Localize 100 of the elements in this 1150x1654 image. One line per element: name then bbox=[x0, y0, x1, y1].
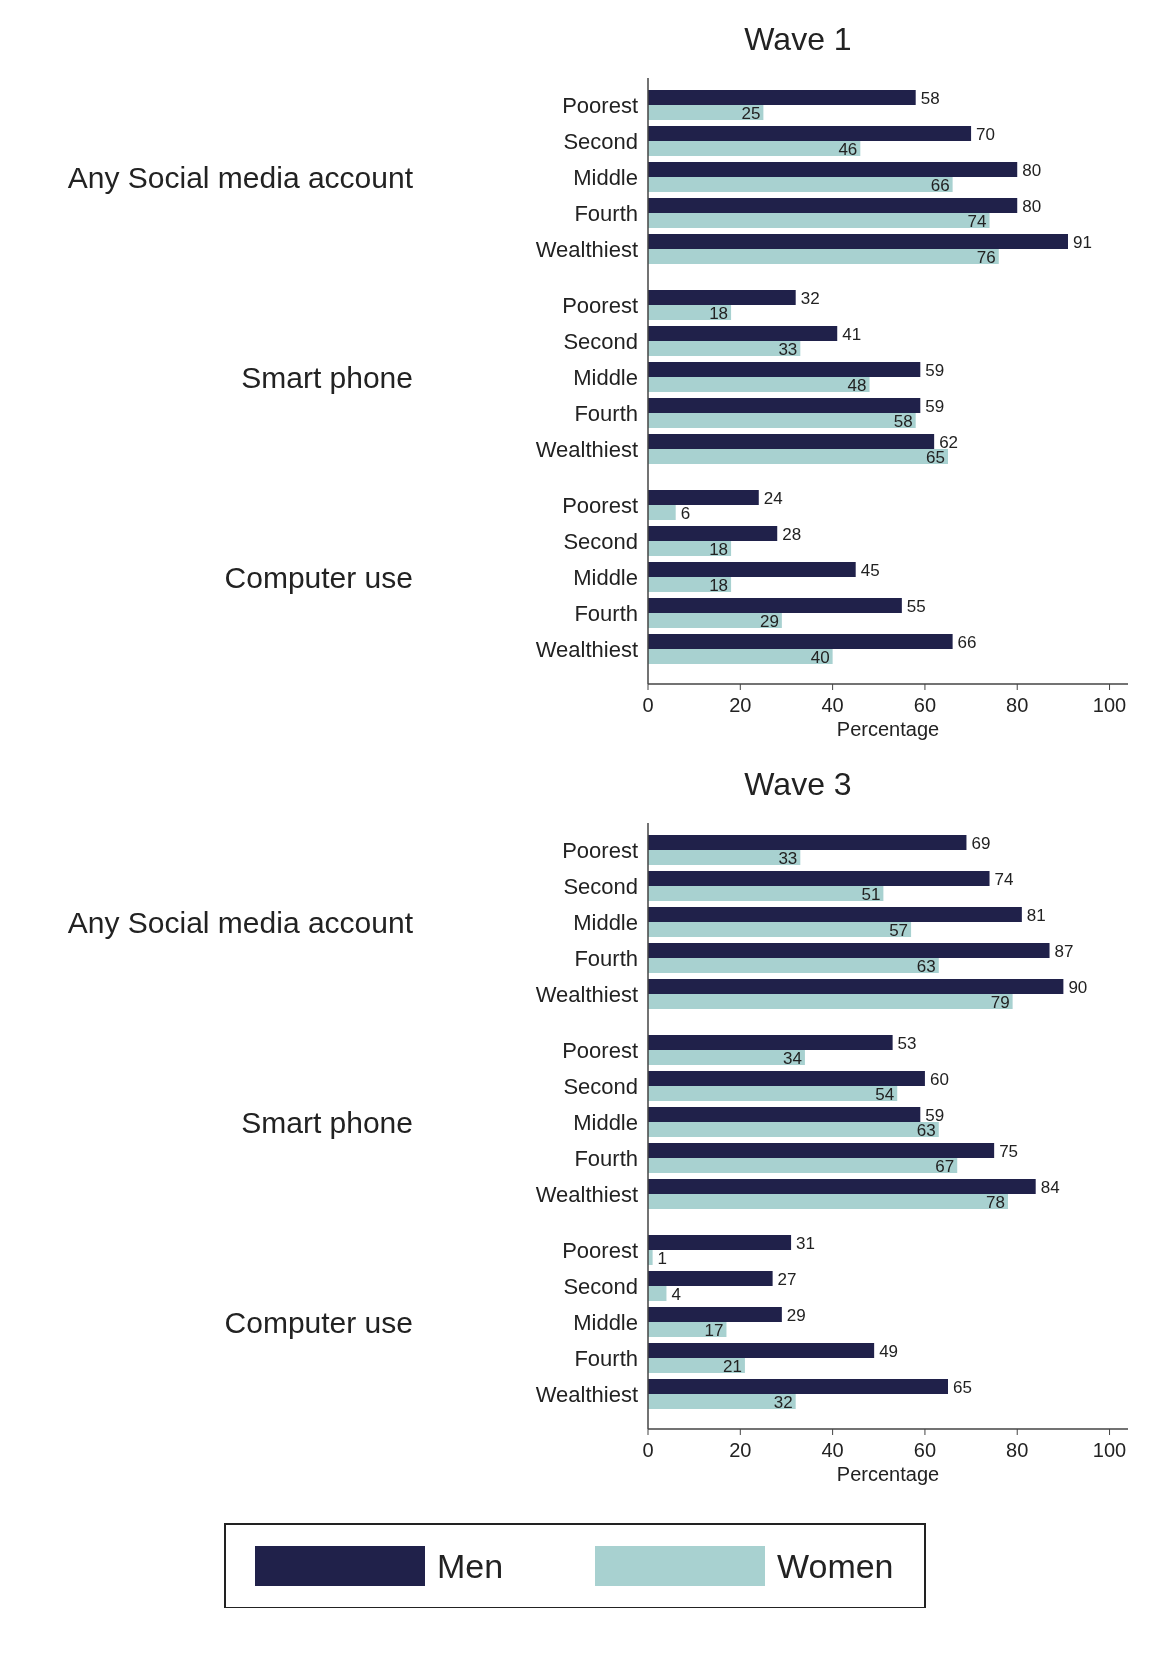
y-tick-label: Poorest bbox=[562, 1237, 638, 1263]
y-tick-label: Wealthiest bbox=[535, 236, 638, 262]
data-label: 49 bbox=[879, 1341, 899, 1361]
x-tick-label: 60 bbox=[913, 1439, 937, 1461]
data-label: 29 bbox=[786, 1305, 806, 1325]
data-label: 32 bbox=[800, 288, 820, 308]
data-label: 18 bbox=[709, 575, 729, 595]
data-label: 48 bbox=[847, 375, 867, 395]
data-label: 32 bbox=[773, 1392, 793, 1412]
data-label: 84 bbox=[1040, 1177, 1060, 1197]
data-label: 33 bbox=[778, 848, 798, 868]
y-tick-label: Middle bbox=[573, 1109, 638, 1135]
data-label: 63 bbox=[916, 956, 936, 976]
data-label: 4 bbox=[671, 1284, 681, 1304]
y-tick-label: Middle bbox=[573, 164, 638, 190]
y-tick-label: Middle bbox=[573, 909, 638, 935]
data-label: 54 bbox=[875, 1084, 895, 1104]
chart-title: Wave 3 bbox=[744, 766, 852, 802]
legend-label: Women bbox=[777, 1547, 894, 1586]
text: Computer use bbox=[224, 560, 413, 594]
data-label: 29 bbox=[759, 611, 779, 631]
data-label: 80 bbox=[1022, 160, 1042, 180]
y-tick-label: Fourth bbox=[574, 200, 638, 226]
y-tick-label: Second bbox=[563, 128, 638, 154]
y-tick-label: Poorest bbox=[562, 292, 638, 318]
data-label: 81 bbox=[1026, 905, 1046, 925]
data-label: 55 bbox=[906, 596, 926, 616]
data-label: 90 bbox=[1068, 977, 1088, 997]
y-tick-label: Poorest bbox=[562, 92, 638, 118]
text: Any Social media account bbox=[67, 160, 414, 194]
data-label: 78 bbox=[986, 1192, 1005, 1212]
data-label: 60 bbox=[929, 1069, 949, 1089]
data-label: 65 bbox=[953, 1377, 972, 1397]
legend-label: Men bbox=[437, 1547, 504, 1586]
data-label: 66 bbox=[957, 632, 977, 652]
data-label: 18 bbox=[709, 303, 729, 323]
chart-title: Wave 1 bbox=[744, 21, 852, 57]
data-label: 91 bbox=[1073, 232, 1092, 252]
y-tick-label: Fourth bbox=[574, 600, 638, 626]
x-tick-label: 20 bbox=[729, 694, 752, 716]
y-tick-label: Fourth bbox=[574, 1345, 638, 1371]
data-label: 1 bbox=[657, 1248, 668, 1268]
text: Smart phone bbox=[241, 1105, 413, 1139]
x-tick-label: 40 bbox=[821, 694, 844, 716]
data-label: 17 bbox=[704, 1320, 724, 1340]
data-label: 87 bbox=[1054, 941, 1074, 961]
y-tick-label: Second bbox=[563, 873, 638, 899]
data-label: 80 bbox=[1022, 196, 1042, 216]
data-label: 24 bbox=[763, 488, 783, 508]
y-tick-label: Second bbox=[563, 1073, 638, 1099]
data-label: 76 bbox=[976, 247, 996, 267]
data-label: 66 bbox=[930, 175, 950, 195]
y-tick-label: Fourth bbox=[574, 945, 638, 971]
y-tick-label: Wealthiest bbox=[535, 1181, 638, 1207]
data-label: 46 bbox=[838, 139, 858, 159]
data-label: 25 bbox=[741, 103, 761, 123]
data-label: 40 bbox=[810, 647, 830, 667]
data-label: 34 bbox=[783, 1048, 802, 1068]
data-label: 70 bbox=[976, 124, 995, 144]
y-tick-label: Fourth bbox=[574, 1145, 638, 1171]
data-label: 41 bbox=[842, 324, 862, 344]
data-label: 53 bbox=[897, 1033, 917, 1053]
data-label: 79 bbox=[990, 992, 1010, 1012]
data-label: 33 bbox=[778, 339, 798, 359]
data-label: 28 bbox=[782, 524, 802, 544]
data-label: 51 bbox=[861, 884, 881, 904]
x-tick-label: 20 bbox=[729, 1439, 752, 1461]
data-label: 74 bbox=[994, 869, 1014, 889]
data-label: 27 bbox=[777, 1269, 797, 1289]
y-tick-label: Second bbox=[563, 328, 638, 354]
x-tick-label: 40 bbox=[821, 1439, 844, 1461]
x-tick-label: 80 bbox=[1006, 694, 1029, 716]
x-tick-label: 100 bbox=[1092, 1439, 1127, 1461]
y-tick-label: Middle bbox=[573, 1309, 638, 1335]
y-tick-label: Fourth bbox=[574, 400, 638, 426]
data-label: 74 bbox=[967, 211, 987, 231]
x-tick-label: 60 bbox=[913, 694, 937, 716]
y-tick-label: Wealthiest bbox=[535, 1381, 638, 1407]
y-tick-label: Poorest bbox=[562, 1037, 638, 1063]
y-tick-label: Wealthiest bbox=[535, 436, 638, 462]
text: Smart phone bbox=[241, 360, 413, 394]
y-tick-label: Middle bbox=[573, 364, 638, 390]
y-tick-label: Poorest bbox=[562, 837, 638, 863]
data-label: 6 bbox=[680, 503, 691, 523]
y-tick-label: Second bbox=[563, 528, 638, 554]
y-tick-label: Wealthiest bbox=[535, 981, 638, 1007]
data-label: 75 bbox=[999, 1141, 1019, 1161]
data-label: 58 bbox=[893, 411, 913, 431]
x-tick-label: 80 bbox=[1006, 1439, 1029, 1461]
data-label: 57 bbox=[889, 920, 909, 940]
x-tick-label: 100 bbox=[1092, 694, 1127, 716]
text: Computer use bbox=[224, 1305, 413, 1339]
x-tick-label: 0 bbox=[642, 1439, 654, 1461]
data-label: 59 bbox=[925, 396, 945, 416]
y-tick-label: Middle bbox=[573, 564, 638, 590]
data-label: 58 bbox=[920, 88, 940, 108]
x-tick-label: 0 bbox=[642, 694, 654, 716]
data-label: 21 bbox=[723, 1356, 742, 1376]
data-label: 67 bbox=[935, 1156, 955, 1176]
x-axis-title: Percentage bbox=[836, 1463, 940, 1485]
